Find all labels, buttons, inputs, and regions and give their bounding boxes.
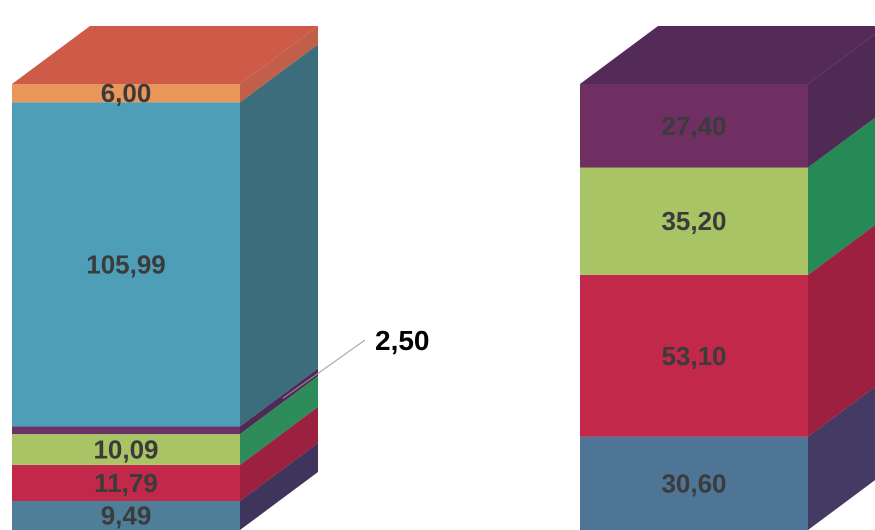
bar-1-segment-5-side (240, 44, 318, 427)
bar-2-segment-4-data-label: 27,40 (661, 111, 726, 141)
bar-1-segment-1-side (240, 442, 318, 530)
bar-1-segment-2-data-label: 11,79 (94, 468, 158, 498)
bar-1-segment-2 (12, 464, 240, 501)
bar-2-segment-4-side (808, 34, 875, 168)
bar-2-segment-1-side (808, 386, 875, 530)
bar-2-top-face (580, 26, 875, 84)
bar-1-segment-6 (12, 84, 240, 103)
bar-1-segment-4-data-label: 2,50 (375, 325, 430, 356)
bar-1-segment-6-side (240, 26, 318, 103)
bar-1-segment-3 (12, 434, 240, 465)
bar-1-top-face (12, 26, 318, 84)
bar-2-segment-2-data-label: 53,10 (661, 341, 726, 371)
bar-1-segment-4-callout-line (282, 339, 366, 399)
bar-2-segment-3 (580, 167, 808, 275)
bar-1-segment-4-side (240, 368, 318, 435)
bar-2-segment-2 (580, 274, 808, 437)
bar-2-segment-3-data-label: 35,20 (661, 206, 726, 236)
bar-1-segment-4 (12, 426, 240, 435)
bar-2: 30,60 53,10 35,20 27,40 (580, 26, 875, 530)
bar-2-segment-1-data-label: 30,60 (661, 468, 726, 498)
bar-1-segment-6-data-label: 6,00 (101, 78, 152, 108)
bar-1-segment-2-side (240, 406, 318, 501)
bar-1-segment-1 (12, 500, 240, 530)
bar-1-segment-5-data-label: 105,99 (86, 249, 166, 279)
bar-2-segment-4 (580, 84, 808, 168)
bar-2-segment-3-side (808, 117, 875, 275)
bar-2-segment-2-side (808, 225, 875, 437)
bar-2-segment-1 (580, 436, 808, 530)
bar-1-segment-1-data-label: 9,49 (101, 500, 152, 530)
bar-1-segment-3-data-label: 10,09 (93, 435, 158, 465)
bar-1-segment-3-side (240, 376, 318, 465)
bar-1-segment-5 (12, 102, 240, 427)
